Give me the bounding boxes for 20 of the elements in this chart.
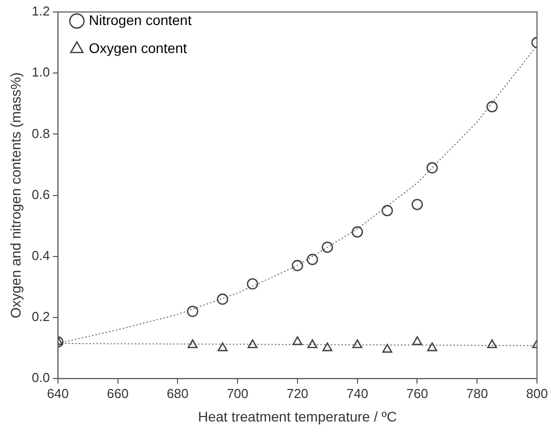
x-tick-label: 680: [166, 386, 189, 401]
x-tick-label: 760: [406, 386, 428, 401]
x-tick-label: 800: [526, 386, 548, 401]
y-tick-label: 1.0: [32, 64, 50, 80]
x-tick-label: 640: [47, 386, 69, 401]
x-axis-title: Heat treatment temperature / ºC: [198, 408, 397, 424]
y-tick-label: 0.6: [32, 186, 50, 202]
y-tick-label: 0.8: [32, 126, 50, 141]
legend-label: Oxygen content: [88, 40, 188, 56]
y-tick-label: 0.0: [32, 370, 50, 386]
legend-label: Nitrogen content: [88, 12, 192, 28]
x-tick-label: 700: [226, 386, 248, 401]
y-tick-label: 0.4: [32, 248, 50, 263]
y-tick-label: 1.2: [32, 4, 50, 19]
x-tick-label: 780: [466, 386, 488, 401]
x-tick-label: 740: [346, 386, 368, 401]
x-tick-label: 660: [106, 386, 129, 401]
y-tick-label: 0.2: [32, 309, 50, 324]
x-tick-label: 720: [286, 386, 308, 401]
y-axis-title: Oxygen and nitrogen contents (mass%): [7, 72, 24, 318]
